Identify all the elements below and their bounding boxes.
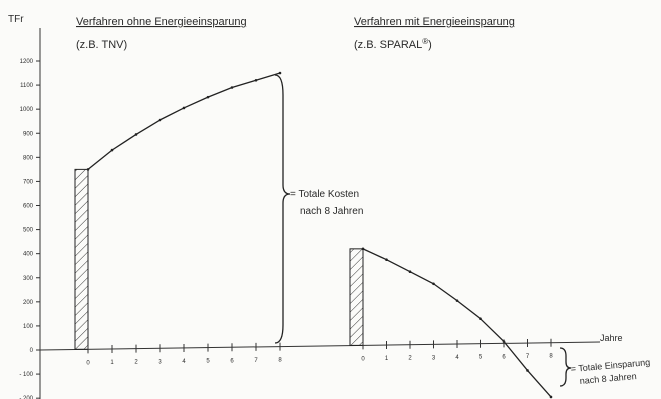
data-point [278, 71, 282, 75]
y-tick-label: 1200 [20, 59, 34, 65]
panel-right: Verfahren mit Energieeinsparung (z.B. SP… [349, 16, 651, 399]
data-point [408, 270, 412, 274]
x-tick-label: 6 [230, 358, 234, 364]
data-point [526, 369, 529, 372]
y-tick-label: 400 [23, 252, 34, 258]
y-unit-label: TFr [8, 14, 24, 25]
panel-left-points [86, 71, 282, 171]
panel-left: Verfahren ohne Energieeinsparung (z.B. T… [74, 16, 363, 366]
y-tick-label: 300 [23, 276, 34, 282]
y-tick-label: 900 [23, 131, 34, 137]
y-tick-label: 800 [23, 155, 34, 161]
x-tick-label: 8 [278, 358, 282, 364]
x-tick-label: 2 [134, 360, 138, 366]
y-tick-label: 600 [23, 204, 34, 210]
panel-left-total-brace [274, 74, 291, 344]
data-point [479, 317, 482, 320]
x-tick-label: 3 [432, 355, 436, 361]
panel-right-savings-brace [559, 347, 572, 387]
y-tick-label: - 100 [19, 372, 33, 378]
data-point [549, 395, 553, 399]
data-point [385, 258, 388, 261]
data-point [254, 78, 258, 82]
y-tick-label: 1000 [20, 107, 34, 113]
x-tick-label: 2 [408, 356, 412, 362]
x-tick-label: 1 [385, 356, 389, 362]
y-tick-label: 100 [23, 324, 34, 330]
x-axis-line [39, 341, 601, 351]
data-point [432, 282, 435, 286]
data-point [455, 299, 459, 302]
data-point [110, 148, 114, 152]
x-tick-label: 8 [549, 354, 553, 360]
panel-right-subtitle-end: ) [428, 39, 432, 51]
y-tick-label: 200 [23, 300, 34, 306]
panel-left-cost-line [87, 72, 281, 170]
panel-left-note-line2: nach 8 Jahren [300, 206, 363, 217]
x-tick-label: 5 [479, 355, 483, 361]
x-tick-label: 4 [182, 359, 186, 365]
x-tick-label: 3 [158, 359, 162, 365]
panel-right-note-line1: = Totale Einsparung [570, 357, 650, 374]
panel-right-cost-line [362, 248, 552, 398]
x-tick-label: 0 [361, 356, 365, 362]
x-tick-label: 7 [526, 354, 530, 360]
panel-right-title: Verfahren mit Energieeinsparung [354, 16, 515, 28]
x-tick-label: 5 [206, 359, 210, 365]
x-tick-label: 0 [86, 360, 90, 366]
x-tick-label: 4 [455, 355, 459, 361]
data-point [134, 133, 138, 136]
registered-mark: ® [422, 37, 428, 46]
data-point [182, 106, 186, 110]
panel-right-x-ticks: 0 1 2 3 4 5 6 7 8 [361, 338, 553, 362]
panel-left-x-ticks: 0 1 2 3 4 5 6 7 8 [86, 342, 282, 366]
y-tick-label: - 200 [19, 396, 33, 399]
y-tick-label: 700 [23, 179, 34, 185]
data-point [230, 86, 234, 89]
y-tick-label: 0 [30, 348, 34, 354]
panel-left-subtitle: (z.B. TNV) [76, 39, 127, 51]
panel-right-note-line2: nach 8 Jahren [579, 371, 637, 386]
panel-right-subtitle: (z.B. SPARAL®) [354, 37, 432, 51]
panel-left-investment-bar [74, 168, 89, 350]
y-axis-ticks: 1200110010009008007006005004003002001000… [19, 59, 40, 399]
y-tick-label: 1100 [20, 83, 34, 89]
x-tick-label: 1 [110, 360, 114, 366]
panel-left-note-line1: = Totale Kosten [290, 189, 359, 200]
y-tick-label: 500 [23, 228, 34, 234]
data-point [206, 95, 210, 99]
data-point [361, 247, 365, 251]
panel-right-points [361, 247, 553, 399]
panel-right-subtitle-main: (z.B. SPARAL [354, 39, 422, 51]
x-tick-label: 6 [502, 354, 506, 360]
x-tick-label: 7 [254, 358, 258, 364]
data-point [158, 118, 162, 122]
panel-left-title: Verfahren ohne Energieeinsparung [76, 16, 247, 28]
data-point [86, 168, 90, 171]
panel-right-investment-bar [349, 248, 364, 346]
x-axis-label: Jahre [600, 333, 623, 343]
